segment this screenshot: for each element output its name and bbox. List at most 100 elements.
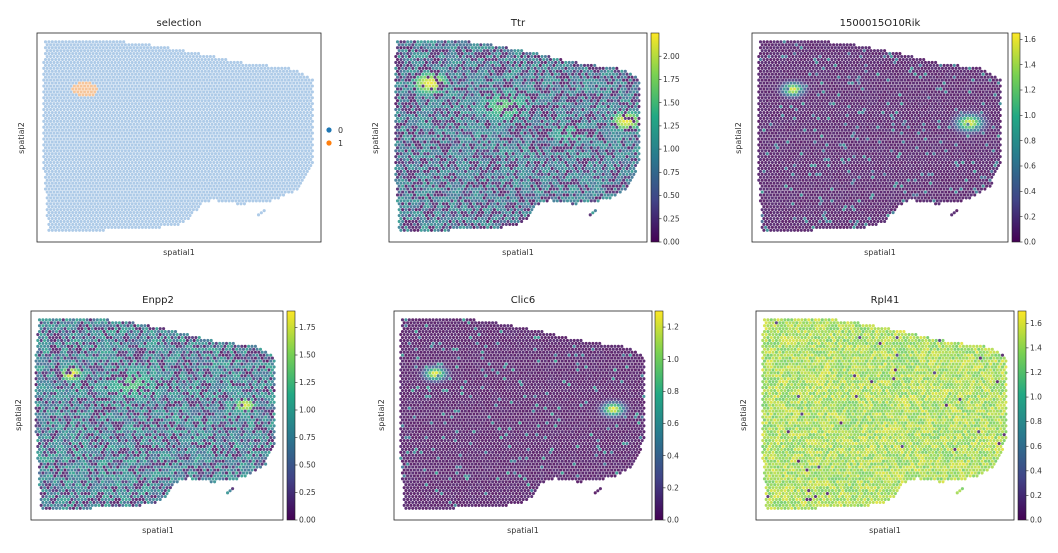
spot bbox=[287, 84, 291, 88]
spot bbox=[244, 158, 248, 162]
spot bbox=[110, 155, 114, 159]
spot bbox=[140, 202, 144, 206]
spot bbox=[244, 175, 248, 179]
spot bbox=[268, 122, 272, 126]
spot bbox=[207, 105, 211, 109]
spot bbox=[164, 90, 168, 94]
spot bbox=[89, 78, 93, 82]
spot bbox=[224, 69, 228, 73]
spot bbox=[101, 228, 105, 232]
spot bbox=[242, 119, 246, 123]
spot bbox=[149, 81, 153, 85]
spot bbox=[174, 149, 178, 153]
spot bbox=[67, 69, 71, 73]
spot bbox=[254, 105, 258, 109]
spot bbox=[506, 49, 510, 53]
spot bbox=[298, 110, 303, 115]
spot bbox=[506, 60, 510, 64]
spot bbox=[298, 140, 303, 144]
spot bbox=[122, 140, 126, 144]
spot bbox=[142, 69, 146, 73]
spot bbox=[190, 199, 194, 203]
spot bbox=[108, 110, 112, 115]
spot bbox=[270, 108, 274, 112]
spot bbox=[208, 184, 212, 188]
spot bbox=[518, 52, 522, 56]
spot bbox=[295, 81, 299, 85]
spot bbox=[142, 163, 146, 168]
spot bbox=[159, 134, 163, 138]
spot bbox=[222, 155, 226, 159]
spot bbox=[66, 84, 70, 88]
spot bbox=[72, 113, 76, 117]
spot bbox=[86, 161, 90, 165]
spot bbox=[83, 90, 87, 94]
spot bbox=[154, 72, 158, 76]
spot bbox=[203, 134, 207, 138]
spot bbox=[230, 122, 235, 126]
spot bbox=[205, 178, 209, 182]
spot bbox=[55, 208, 59, 212]
spot bbox=[139, 93, 143, 97]
spot bbox=[220, 181, 224, 185]
spot bbox=[593, 69, 597, 73]
spot bbox=[254, 122, 258, 126]
spot bbox=[227, 152, 231, 156]
spot bbox=[105, 116, 109, 120]
spot bbox=[134, 202, 138, 206]
spot bbox=[433, 46, 437, 50]
spot bbox=[492, 66, 496, 70]
spot bbox=[171, 137, 175, 141]
spot bbox=[115, 81, 119, 85]
spot bbox=[96, 72, 100, 76]
spot bbox=[196, 199, 201, 203]
spot bbox=[399, 69, 403, 73]
spot bbox=[208, 190, 212, 194]
spot bbox=[185, 90, 189, 94]
spot bbox=[307, 90, 311, 94]
spot bbox=[297, 166, 301, 170]
spot bbox=[293, 166, 297, 170]
spot bbox=[268, 169, 272, 173]
spot bbox=[45, 102, 49, 106]
spot bbox=[438, 55, 442, 59]
spot bbox=[149, 134, 153, 138]
spot bbox=[213, 187, 218, 191]
spot bbox=[280, 178, 284, 182]
spot bbox=[123, 84, 127, 88]
spot bbox=[76, 113, 80, 117]
spot bbox=[67, 110, 71, 115]
spot bbox=[423, 69, 427, 73]
spot bbox=[94, 146, 99, 150]
spot bbox=[164, 60, 168, 64]
spot bbox=[47, 228, 51, 232]
spot bbox=[212, 90, 216, 94]
spot bbox=[140, 43, 144, 47]
spot bbox=[132, 175, 136, 179]
spot bbox=[96, 225, 100, 229]
spot bbox=[193, 146, 197, 150]
spot bbox=[166, 116, 170, 120]
spot bbox=[475, 66, 479, 70]
spot bbox=[156, 146, 160, 150]
spot bbox=[98, 81, 102, 85]
spot bbox=[584, 66, 588, 70]
spot bbox=[538, 69, 542, 73]
spot bbox=[166, 93, 170, 97]
spot bbox=[93, 78, 97, 82]
spot bbox=[132, 134, 136, 138]
spot bbox=[249, 161, 253, 165]
spot bbox=[74, 152, 78, 156]
spot bbox=[249, 190, 253, 194]
spot bbox=[254, 199, 258, 203]
spot bbox=[193, 63, 197, 67]
spot bbox=[77, 211, 82, 215]
spot bbox=[79, 119, 83, 123]
spot bbox=[64, 105, 68, 109]
spot bbox=[168, 178, 172, 182]
spot bbox=[278, 105, 282, 109]
spot bbox=[154, 225, 158, 229]
spot bbox=[91, 75, 95, 79]
spot bbox=[67, 134, 71, 138]
spot bbox=[191, 166, 195, 170]
